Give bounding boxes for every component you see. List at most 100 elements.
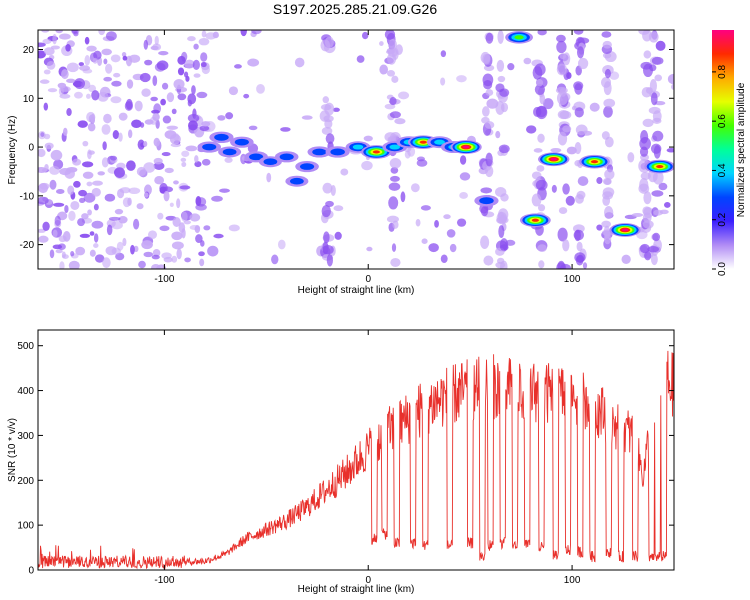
noise-speck [388,182,401,191]
noise-speck [200,52,208,62]
noise-speck [159,225,170,232]
noise-speck [639,243,650,254]
noise-speck [91,187,101,197]
spectral-feature-contour [621,228,629,232]
noise-speck [566,146,577,155]
noise-speck [224,157,233,163]
noise-speck [497,30,504,44]
noise-speck [361,160,373,171]
noise-speck [91,90,100,101]
noise-speck [101,48,113,56]
noise-speck [171,108,177,115]
spectral-feature-contour [214,133,229,141]
noise-speck [217,115,226,121]
noise-speck [184,59,195,69]
noise-speck [537,133,545,143]
noise-speck [91,220,104,229]
noise-speck [390,257,401,267]
noise-speck [650,253,658,266]
noise-speck [171,231,183,241]
noise-speck [43,69,51,75]
noise-speck [562,183,570,195]
noise-speck [75,246,86,256]
noise-speck [180,157,187,162]
noise-speck [152,75,158,87]
noise-speck [82,140,89,147]
x-tick-label: 0 [365,575,371,586]
noise-speck [38,235,49,243]
noise-speck [384,103,396,110]
noise-speck [574,141,582,155]
noise-speck [97,171,105,176]
y-tick-label: 0 [28,143,34,154]
noise-speck [193,43,199,50]
noise-speck [573,30,584,35]
noise-speck [410,183,420,193]
y-tick-label: 0 [28,566,34,577]
noise-speck [102,141,107,151]
noise-speck [164,167,174,174]
noise-speck [277,239,286,250]
noise-speck [389,111,401,119]
colorbar-gradient [712,30,734,269]
noise-speck [565,195,575,206]
noise-speck [104,193,116,202]
noise-speck [535,79,544,87]
noise-speck [602,40,612,49]
noise-speck [108,216,121,221]
noise-speck [602,191,614,200]
noise-speck [332,107,340,112]
noise-speck [486,98,499,109]
spectral-feature-contour [479,197,494,205]
noise-speck [126,160,136,171]
noise-speck [535,179,548,191]
noise-speck [116,241,124,251]
noise-speck [655,40,666,51]
spectral-feature [197,141,222,153]
noise-speck [649,64,657,72]
noise-speck [66,108,72,117]
noise-speck [251,30,262,35]
noise-speck [176,248,182,260]
spectral-feature-contour [263,158,278,165]
noise-speck [644,251,652,261]
spectral-feature-contour [330,148,345,156]
snr-line-group [38,350,674,570]
noise-speck [127,197,132,206]
noise-speck [83,192,96,203]
noise-speck [93,243,99,248]
noise-speck [415,218,421,227]
noise-speck [325,133,335,144]
spectral-feature-contour [514,35,524,40]
noise-speck [78,62,84,67]
noise-speck [654,74,663,82]
spectrogram-ylabel: Frequency (Hz) [7,116,18,185]
noise-speck [389,97,397,106]
noise-speck [576,254,585,263]
noise-speck [73,180,81,188]
noise-speck [103,113,112,124]
noise-speck [173,78,185,90]
noise-speck [643,191,652,205]
noise-speck [144,59,153,66]
noise-speck [189,225,200,230]
noise-speck [90,113,95,125]
spectral-feature-contour [234,138,249,146]
noise-speck [93,233,99,243]
y-tick-label: 20 [23,45,35,56]
noise-speck [388,38,397,51]
noise-speck [650,143,662,154]
noise-speck [46,60,56,70]
y-tick-label: 500 [17,341,34,352]
noise-speck [153,103,162,114]
noise-speck [160,98,166,106]
noise-speck [247,58,260,67]
noise-speck [92,57,98,64]
noise-speck [62,127,68,136]
noise-speck [480,235,490,249]
noise-speck [596,224,603,231]
noise-speck [66,78,76,84]
noise-speck [133,218,140,230]
noise-speck [39,79,50,84]
spectral-feature-contour [289,177,304,185]
